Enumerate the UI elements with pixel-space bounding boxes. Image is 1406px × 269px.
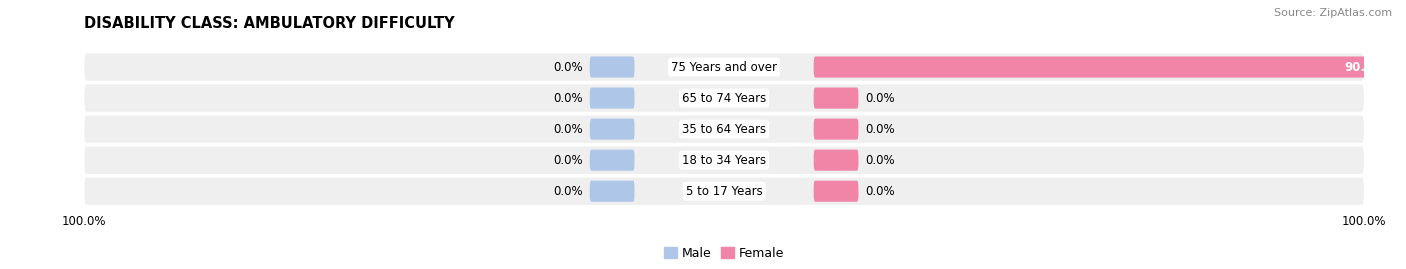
Text: 0.0%: 0.0% — [554, 123, 583, 136]
FancyBboxPatch shape — [589, 150, 634, 171]
Text: 0.0%: 0.0% — [554, 91, 583, 105]
FancyBboxPatch shape — [84, 53, 1364, 81]
Text: 0.0%: 0.0% — [865, 123, 894, 136]
Text: 18 to 34 Years: 18 to 34 Years — [682, 154, 766, 167]
FancyBboxPatch shape — [589, 181, 634, 202]
Text: 0.0%: 0.0% — [554, 154, 583, 167]
FancyBboxPatch shape — [84, 84, 1364, 112]
Legend: Male, Female: Male, Female — [659, 242, 789, 265]
FancyBboxPatch shape — [84, 147, 1364, 174]
Text: 75 Years and over: 75 Years and over — [671, 61, 778, 73]
Text: 90.9%: 90.9% — [1344, 61, 1385, 73]
FancyBboxPatch shape — [589, 87, 634, 109]
FancyBboxPatch shape — [814, 87, 859, 109]
FancyBboxPatch shape — [814, 181, 859, 202]
FancyBboxPatch shape — [589, 56, 634, 77]
Text: 0.0%: 0.0% — [865, 154, 894, 167]
FancyBboxPatch shape — [84, 178, 1364, 205]
Text: 0.0%: 0.0% — [865, 91, 894, 105]
Text: 0.0%: 0.0% — [554, 185, 583, 198]
Text: DISABILITY CLASS: AMBULATORY DIFFICULTY: DISABILITY CLASS: AMBULATORY DIFFICULTY — [84, 16, 456, 31]
Text: Source: ZipAtlas.com: Source: ZipAtlas.com — [1274, 8, 1392, 18]
Text: 0.0%: 0.0% — [865, 185, 894, 198]
Text: 35 to 64 Years: 35 to 64 Years — [682, 123, 766, 136]
FancyBboxPatch shape — [589, 119, 634, 140]
Text: 65 to 74 Years: 65 to 74 Years — [682, 91, 766, 105]
FancyBboxPatch shape — [814, 56, 1395, 77]
FancyBboxPatch shape — [814, 150, 859, 171]
Text: 0.0%: 0.0% — [554, 61, 583, 73]
Text: 5 to 17 Years: 5 to 17 Years — [686, 185, 762, 198]
FancyBboxPatch shape — [814, 119, 859, 140]
FancyBboxPatch shape — [84, 115, 1364, 143]
